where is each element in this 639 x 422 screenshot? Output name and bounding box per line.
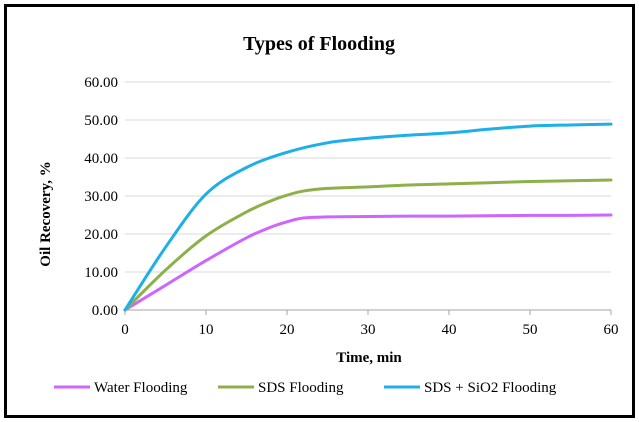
x-tick-label: 30 [361, 322, 376, 338]
chart-title: Types of Flooding [243, 33, 395, 55]
x-axis-label: Time, min [336, 350, 402, 366]
y-tick-labels: 0.00 10.00 20.00 30.00 40.00 50.00 60.00 [84, 75, 118, 319]
legend-label: SDS + SiO2 Flooding [424, 380, 557, 396]
x-tick-labels: 0 10 20 30 40 50 60 [121, 322, 618, 338]
y-tick-label: 20.00 [84, 227, 118, 243]
x-tick-label: 60 [604, 322, 619, 338]
y-tick-label: 0.00 [92, 303, 118, 319]
legend: Water Flooding SDS Flooding SDS + SiO2 Flo… [54, 380, 557, 396]
y-tick-label: 60.00 [84, 75, 118, 91]
x-tick-label: 10 [199, 322, 214, 338]
series-line-water-flooding [123, 213, 613, 312]
legend-label: SDS Flooding [258, 380, 344, 396]
series-line-sds-flooding [123, 178, 613, 312]
y-tick-label: 40.00 [84, 151, 118, 167]
y-tick-label: 50.00 [84, 113, 118, 129]
y-tick-label: 30.00 [84, 189, 118, 205]
x-tick-label: 40 [442, 322, 457, 338]
axes [124, 309, 612, 315]
x-tick-label: 20 [280, 322, 295, 338]
x-tick-label: 50 [523, 322, 538, 338]
y-axis-label: Oil Recovery, % [38, 161, 54, 266]
y-tick-label: 10.00 [84, 265, 118, 281]
series-lines [123, 122, 613, 312]
chart-frame [4, 4, 635, 418]
series-line-sds-sio2-flooding [123, 122, 613, 312]
legend-label: Water Flooding [94, 380, 188, 396]
x-tick-label: 0 [121, 322, 129, 338]
